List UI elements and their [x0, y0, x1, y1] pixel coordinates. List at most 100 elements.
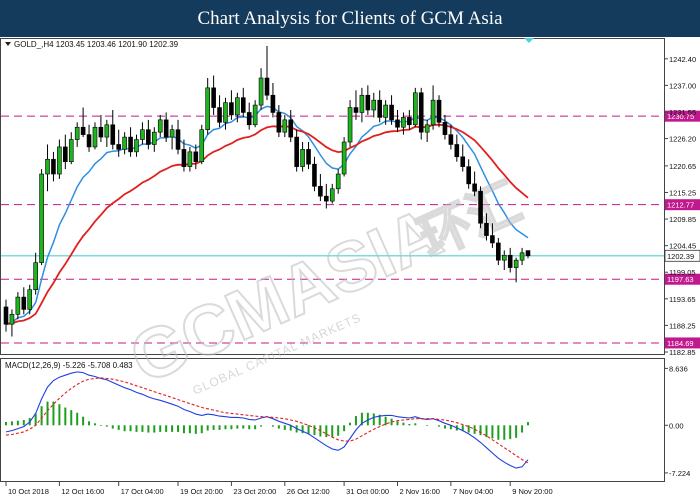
candle-body — [86, 134, 92, 148]
candle — [377, 90, 383, 123]
candle-body — [318, 186, 323, 197]
candle-body — [436, 99, 442, 123]
candle-body — [460, 156, 466, 167]
levels-layer: 1230.75 1212.77 1197.63 1184.69 1202.39 — [1, 110, 700, 349]
candle-body — [407, 117, 412, 126]
candle-body — [211, 87, 216, 108]
candle-body — [104, 124, 110, 138]
candle — [276, 105, 282, 138]
candle-body — [15, 296, 21, 315]
time-tick-label: 17 Oct 04:00 — [121, 487, 164, 496]
candle-body — [507, 254, 513, 268]
candle — [57, 139, 62, 179]
candle — [436, 95, 442, 128]
candle-body — [57, 146, 62, 175]
candle — [169, 124, 175, 150]
candle — [21, 287, 27, 315]
candle-body — [3, 306, 9, 325]
candle — [181, 139, 187, 172]
candle — [430, 85, 436, 130]
price-tick-label: 1242.40 — [669, 55, 696, 64]
candle-body — [454, 144, 460, 158]
candle — [15, 292, 21, 320]
candle-body — [496, 242, 501, 261]
candle-body — [92, 126, 98, 148]
candle-body — [430, 99, 436, 126]
candle-body — [490, 235, 495, 244]
level-price-tag — [665, 110, 700, 122]
shift-marker-icon — [524, 38, 534, 43]
candle-body — [151, 131, 157, 145]
candle-body — [519, 252, 525, 261]
macd-tick-label: -7.224 — [669, 469, 690, 478]
candle-body — [205, 87, 210, 131]
candle-body — [478, 190, 483, 224]
candle-body — [300, 149, 305, 167]
level-price-label: 1184.69 — [667, 339, 694, 348]
candle — [45, 144, 50, 192]
macd-tick-label: 8.636 — [669, 364, 688, 373]
candle-body — [39, 173, 44, 263]
candle-body — [169, 129, 175, 138]
candle-body — [324, 195, 329, 202]
candle — [122, 132, 127, 155]
candle-body — [365, 94, 371, 111]
candle-body — [442, 122, 448, 135]
candle — [223, 97, 228, 130]
candle-body — [223, 102, 228, 123]
candle — [353, 90, 359, 120]
symbol-dropdown-icon[interactable] — [5, 42, 11, 46]
candle-body — [74, 126, 80, 140]
price-tick-label: 1182.85 — [669, 348, 696, 357]
candle — [347, 100, 353, 147]
time-tick-label: 12 Oct 16:00 — [61, 487, 104, 496]
candle — [288, 110, 294, 143]
candle — [442, 114, 448, 140]
candle — [389, 95, 394, 125]
time-tick-label: 23 Oct 20:00 — [233, 487, 276, 496]
candle-body — [98, 126, 104, 138]
time-tick-label: 2 Nov 16:00 — [400, 487, 440, 496]
candle-body — [229, 102, 234, 116]
candle-body — [193, 151, 199, 163]
candle — [3, 299, 9, 332]
candle — [525, 250, 531, 259]
price-tick-label: 1193.65 — [669, 295, 696, 304]
candle-body — [389, 104, 394, 121]
candle — [33, 252, 38, 295]
candle — [318, 174, 323, 202]
candle-body — [484, 222, 489, 236]
candle-body — [306, 149, 311, 165]
macd-header: MACD(12,26,9) -5.226 -5.708 0.483 — [5, 361, 133, 370]
candle-body — [217, 107, 222, 123]
candle — [157, 114, 163, 138]
candle — [359, 87, 365, 123]
candle-body — [252, 104, 258, 126]
candle — [401, 112, 406, 135]
candle-body — [525, 250, 531, 257]
candle-body — [9, 314, 15, 325]
candle — [252, 100, 258, 128]
candle-body — [312, 163, 317, 187]
candle-body — [418, 92, 424, 133]
candle-body — [383, 104, 388, 118]
candle — [80, 107, 86, 138]
candle — [282, 114, 288, 138]
candle-body — [116, 144, 122, 150]
macd-axis: 8.636 0.00 -7.224 — [664, 364, 690, 478]
price-tick-label: 1220.65 — [669, 162, 696, 171]
candle-body — [258, 77, 264, 106]
price-tick-label: 1226.20 — [669, 135, 696, 144]
candle — [235, 92, 240, 123]
price-tick-label: 1204.45 — [669, 242, 696, 251]
candle — [199, 124, 205, 165]
candle — [92, 122, 98, 150]
candle — [490, 223, 495, 248]
macd-layer — [5, 371, 529, 469]
candle-body — [80, 126, 86, 135]
candle — [151, 127, 157, 152]
candle — [74, 122, 80, 147]
candle-body — [341, 141, 347, 175]
candle — [140, 122, 145, 145]
